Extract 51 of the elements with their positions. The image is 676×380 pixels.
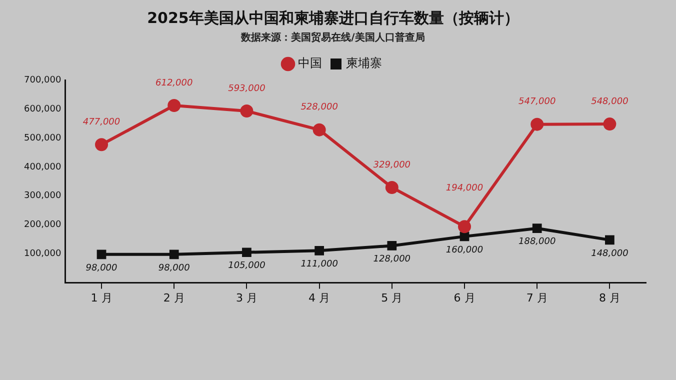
data-label: 528,000: [300, 102, 338, 113]
x-tick-label: 3 月: [236, 291, 258, 304]
data-label: 329,000: [373, 160, 411, 170]
x-tick-label: 6 月: [454, 291, 476, 304]
data-label: 547,000: [518, 97, 556, 108]
data-label: 111,000: [300, 259, 338, 270]
point: [242, 248, 252, 258]
point: [458, 220, 472, 234]
data-label: 477,000: [82, 117, 120, 128]
data-label: 593,000: [228, 84, 266, 94]
x-tick-label: 7 月: [526, 291, 548, 304]
legend-label: 中国: [298, 56, 322, 70]
data-label: 98,000: [158, 263, 190, 274]
point: [96, 250, 106, 260]
x-tick-label: 5 月: [381, 291, 403, 304]
y-tick-label: 400,000: [24, 162, 62, 172]
point: [460, 232, 470, 242]
x-tick-label: 2 月: [163, 291, 185, 304]
point: [385, 180, 398, 194]
y-tick-label: 300,000: [24, 191, 62, 202]
data-label: 128,000: [373, 254, 411, 265]
y-tick-label: 100,000: [24, 249, 62, 260]
point: [312, 123, 326, 136]
data-label: 194,000: [446, 183, 484, 194]
y-tick-label: 600,000: [24, 104, 62, 114]
data-label: 148,000: [591, 248, 629, 259]
y-tick-label: 200,000: [24, 220, 62, 230]
chart-title: 2025年美国从中国和柬埔寨进口自行车数量（按辆计）: [147, 8, 519, 27]
data-label: 105,000: [228, 261, 266, 272]
point: [95, 138, 108, 152]
point: [530, 118, 544, 131]
point: [532, 224, 542, 234]
point: [168, 98, 181, 112]
data-label: 160,000: [446, 245, 484, 256]
y-tick-label: 500,000: [24, 133, 62, 144]
point: [314, 246, 324, 256]
point: [387, 241, 397, 250]
data-label: 548,000: [591, 96, 629, 107]
legend-label: 柬埔寨: [346, 56, 382, 70]
chart-subtitle: 数据来源：美国贸易在线/美国人口普查局: [240, 32, 425, 44]
data-label: 98,000: [86, 263, 118, 274]
point: [603, 118, 616, 131]
y-tick-label: 700,000: [24, 75, 62, 86]
point: [169, 250, 179, 260]
data-label: 188,000: [518, 237, 556, 248]
x-tick-label: 8 月: [598, 291, 620, 304]
x-tick-label: 4 月: [308, 291, 330, 304]
data-label: 612,000: [156, 78, 193, 88]
x-tick-label: 1 月: [90, 291, 112, 304]
point: [240, 104, 254, 118]
point: [605, 235, 614, 245]
